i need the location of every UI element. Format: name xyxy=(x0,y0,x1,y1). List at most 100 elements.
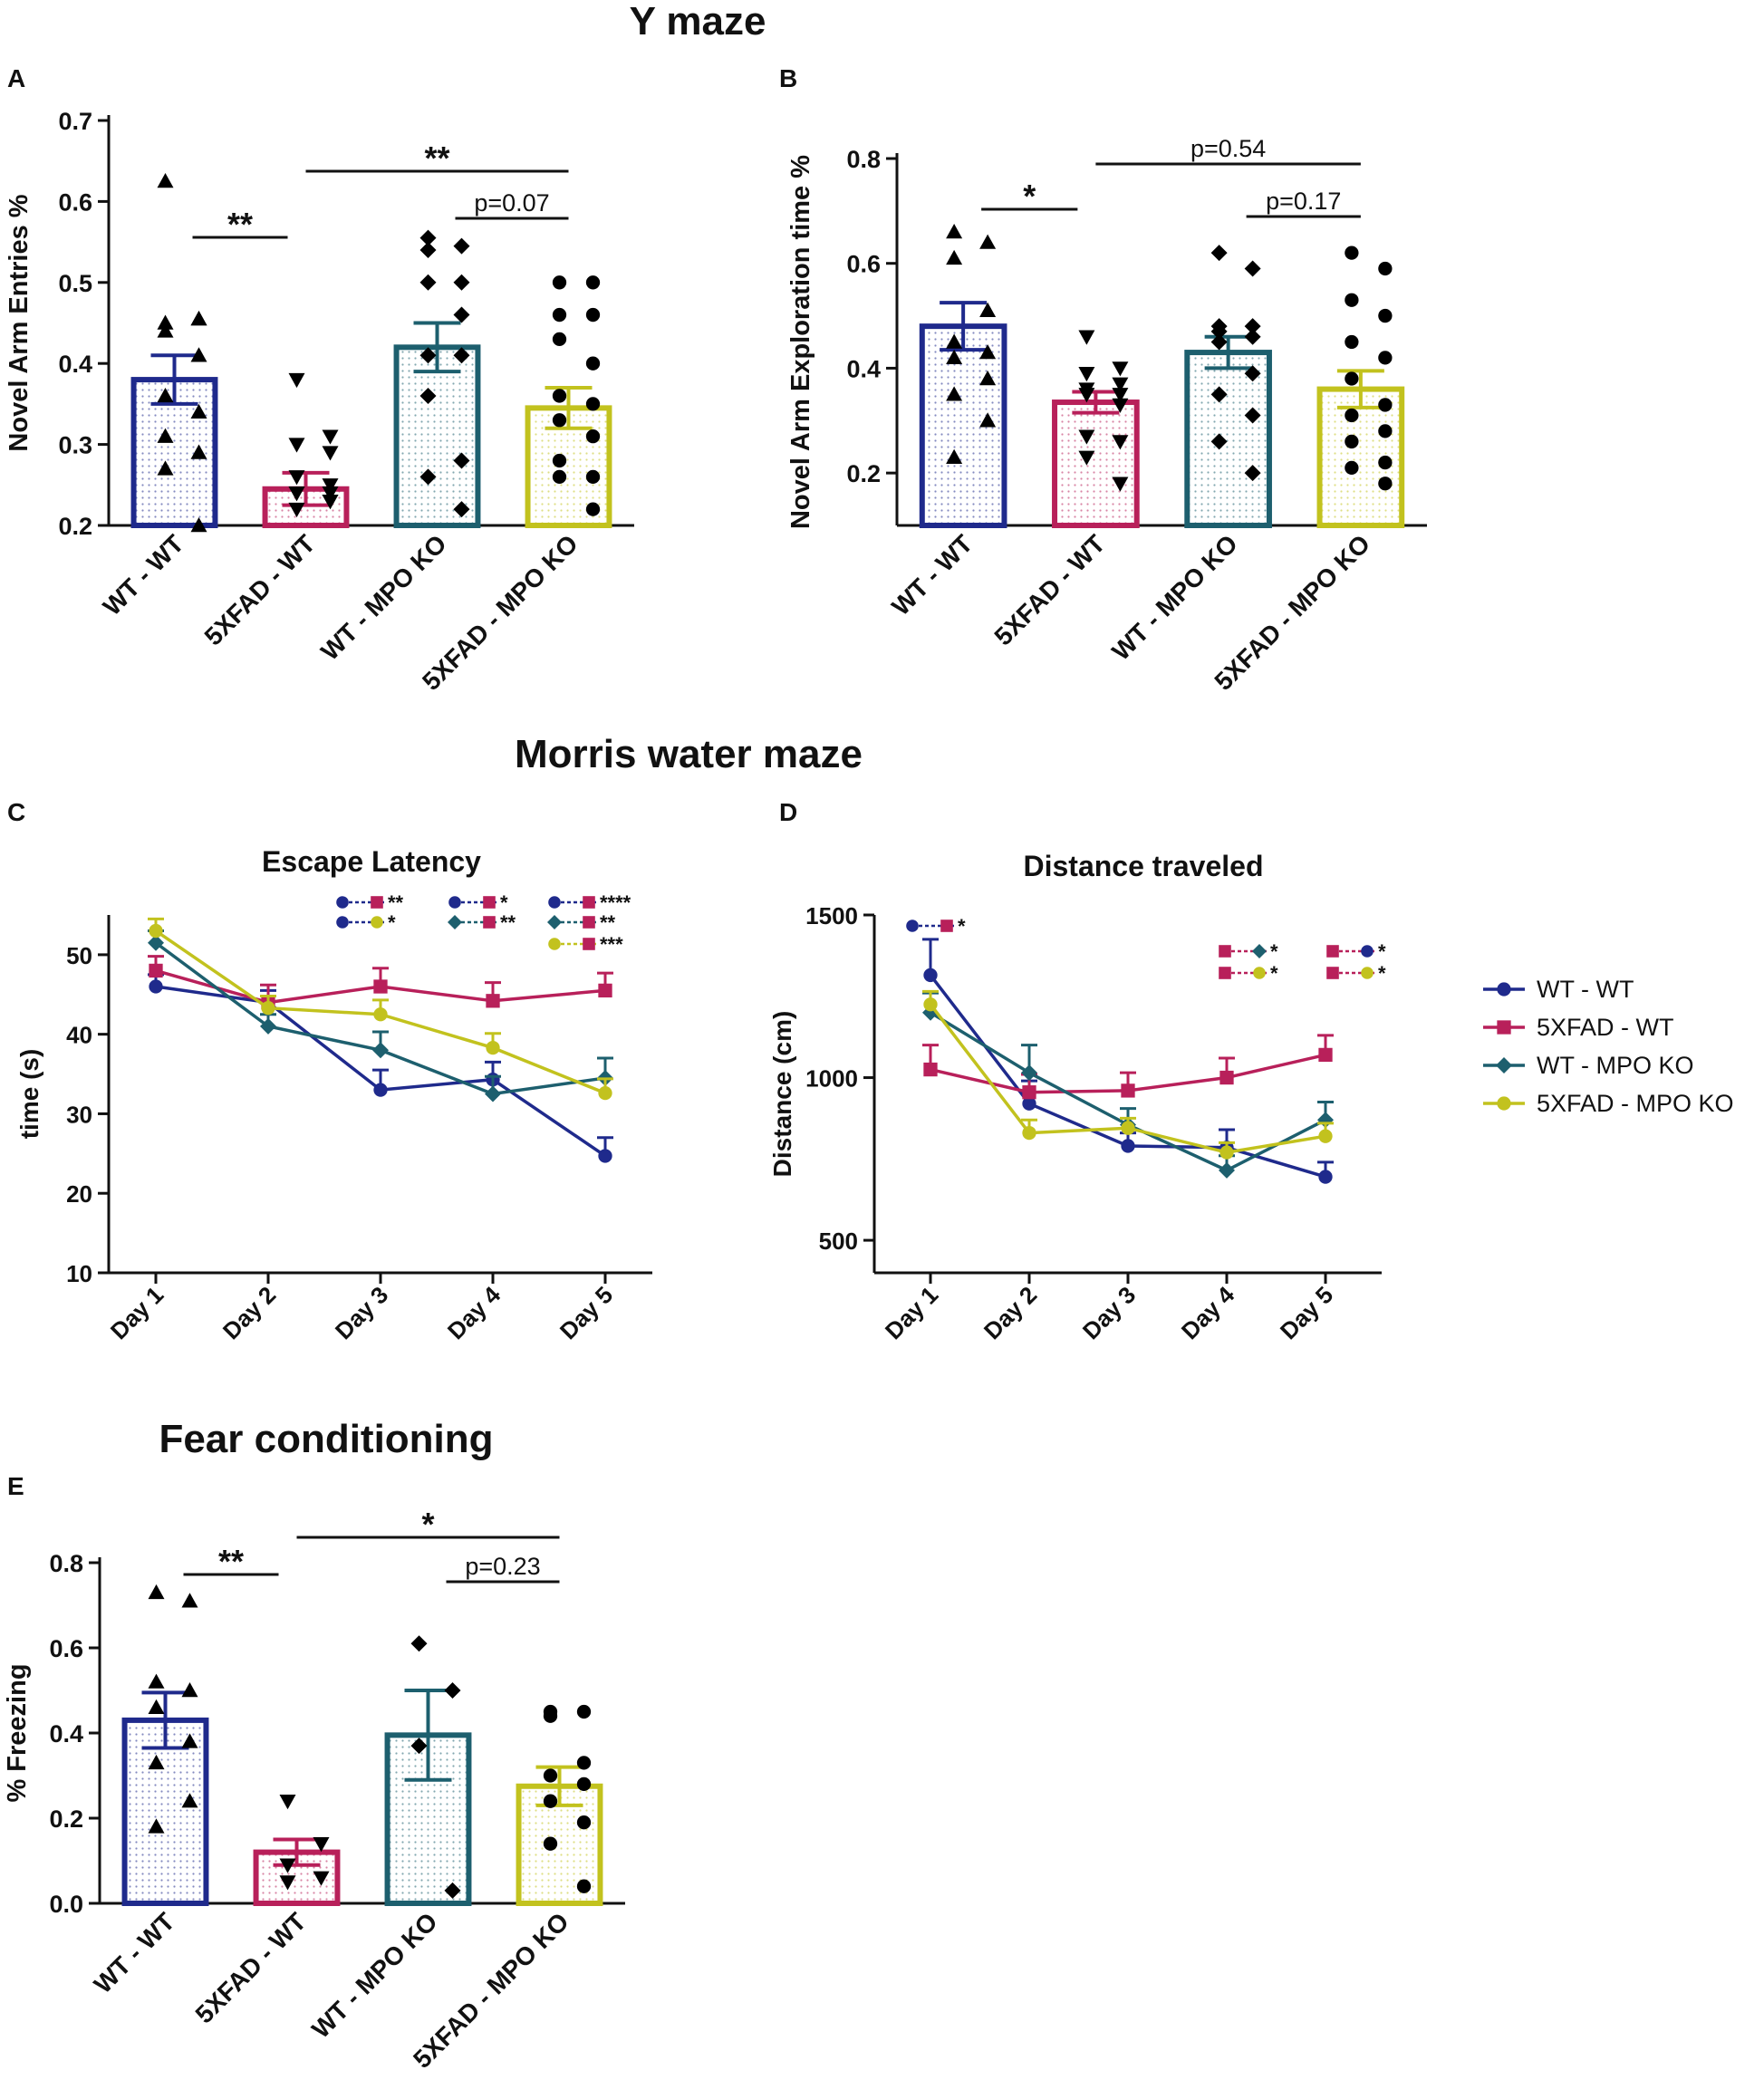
series-point-wt-mpo-ko xyxy=(260,1017,276,1035)
data-point xyxy=(279,1795,296,1810)
series-point-5xfad-wt xyxy=(1121,1083,1135,1098)
data-point xyxy=(1210,333,1228,351)
x-tick-label-wt-wt: WT - WT xyxy=(89,1907,180,1998)
y-tick-label: 0.0 xyxy=(49,1891,83,1918)
data-point xyxy=(453,501,470,518)
data-point xyxy=(1210,433,1228,450)
data-point xyxy=(453,237,470,255)
data-point xyxy=(322,478,339,494)
significance-label: ** xyxy=(424,140,449,177)
y-tick-label: 0.6 xyxy=(58,188,92,216)
legend: WT - WT 5XFAD - WT WT - MPO KO 5XFAD - MPO … xyxy=(1483,976,1734,1117)
y-tick-label: 0.8 xyxy=(846,146,881,173)
data-point xyxy=(148,1818,165,1834)
data-point xyxy=(1210,245,1228,262)
y-tick-label: 1000 xyxy=(805,1065,858,1093)
data-point xyxy=(1112,361,1129,377)
data-point xyxy=(1378,455,1393,470)
significance-marker-wt-mpo-ko xyxy=(547,915,562,929)
x-tick-label-5xfad-wt: 5XFAD - WT xyxy=(988,529,1110,650)
series-point-5xfad-mpo-ko xyxy=(1219,1145,1234,1160)
y-axis-label: Distance (cm) xyxy=(768,1011,796,1178)
data-point xyxy=(1378,398,1393,412)
data-point xyxy=(946,386,963,401)
significance-marker-5xfad-wt xyxy=(583,916,595,929)
x-tick-label-wt-wt: WT - WT xyxy=(98,529,189,621)
significance-label: p=0.17 xyxy=(1266,188,1341,215)
data-point xyxy=(157,173,174,188)
y-axis-label: % Freezing xyxy=(3,1663,32,1802)
significance-marker-5xfad-wt xyxy=(371,896,383,909)
series-point-5xfad-mpo-ko xyxy=(373,1007,388,1022)
data-point xyxy=(1244,260,1261,277)
data-point xyxy=(1345,460,1359,476)
x-tick-label-day-1: Day 1 xyxy=(105,1281,169,1344)
data-point xyxy=(419,468,437,486)
significance-marker-5xfad-wt xyxy=(483,896,496,909)
significance-marker-5xfad-wt xyxy=(1219,967,1231,979)
data-point xyxy=(585,397,601,411)
data-point xyxy=(419,242,437,259)
data-point xyxy=(1244,465,1261,482)
x-tick-label-5xfad-wt: 5XFAD - WT xyxy=(190,1907,312,2028)
legend-label-wt-mpo-ko: WT - MPO KO xyxy=(1537,1052,1694,1079)
data-point xyxy=(1378,424,1393,438)
data-point xyxy=(1112,398,1129,413)
data-point xyxy=(576,1756,592,1770)
y-tick-label: 0.6 xyxy=(49,1635,83,1662)
panel-b-novel-arm-exploration: B 0.2 0.4 0.6 0.8 Novel Arm Exploration time … xyxy=(779,64,1427,696)
data-point xyxy=(552,275,567,290)
series-point-5xfad-wt xyxy=(923,1062,938,1077)
y-tick-label: 50 xyxy=(66,942,92,969)
significance-marker-5xfad-mpo-ko xyxy=(548,938,561,950)
data-point xyxy=(148,1754,165,1770)
series-point-5xfad-mpo-ko xyxy=(1318,1129,1333,1143)
y-tick-label: 0.3 xyxy=(58,432,92,459)
series-point-5xfad-wt xyxy=(1022,1085,1036,1100)
series-point-wt-mpo-ko xyxy=(148,934,164,951)
data-point xyxy=(419,229,437,246)
series-point-5xfad-wt xyxy=(1219,1070,1234,1085)
data-point xyxy=(946,333,963,349)
panel-e-freezing: E 0.0 0.2 0.4 0.6 0.8 % Freezing WT - WT 5XFAD -… xyxy=(3,1472,625,2074)
significance-label: ** xyxy=(218,1543,244,1580)
y-axis-label: Novel Arm Exploration time % xyxy=(786,155,815,529)
data-point xyxy=(322,429,339,445)
data-point xyxy=(585,307,601,323)
y-tick-label: 40 xyxy=(66,1022,92,1049)
bar-wt-wt xyxy=(121,1717,209,1907)
significance-marker-wt-mpo-ko xyxy=(1252,944,1267,958)
data-point xyxy=(322,494,339,510)
data-point xyxy=(1210,386,1228,403)
x-tick-label-day-3: Day 3 xyxy=(330,1281,393,1344)
data-point xyxy=(1345,408,1359,423)
significance-stars: * xyxy=(1270,962,1278,985)
y-tick-label: 1500 xyxy=(805,902,858,929)
panel-letter: C xyxy=(7,798,25,826)
data-point xyxy=(288,470,305,486)
data-point xyxy=(148,1673,165,1689)
data-point xyxy=(1244,407,1261,424)
legend-marker-5xfad-wt xyxy=(1497,1020,1511,1035)
legend-label-5xfad-mpo-ko: 5XFAD - MPO KO xyxy=(1537,1090,1734,1117)
y-tick-label: 20 xyxy=(66,1180,92,1208)
y-tick-label: 0.4 xyxy=(846,355,881,382)
panel-d-distance-traveled: D Distance traveled 500 1000 1500 Distance (c… xyxy=(768,798,1386,1344)
x-tick-label-day-4: Day 4 xyxy=(1176,1281,1240,1345)
y-tick-label: 0.4 xyxy=(58,351,92,378)
data-point xyxy=(1078,429,1095,445)
data-point xyxy=(1112,388,1129,403)
data-point xyxy=(288,438,305,453)
data-point xyxy=(979,234,997,249)
data-point xyxy=(585,469,601,485)
panel-a-novel-arm-entries: A 0.2 0.3 0.4 0.5 0.6 0.7 Novel Arm Entries % WT… xyxy=(5,64,634,696)
significance-label: p=0.23 xyxy=(465,1553,540,1580)
data-point xyxy=(946,448,963,464)
data-point xyxy=(157,314,174,330)
data-point xyxy=(1345,334,1359,350)
legend-label-5xfad-wt: 5XFAD - WT xyxy=(1537,1014,1674,1041)
data-point xyxy=(1378,477,1393,491)
significance-marker-5xfad-wt xyxy=(583,938,595,950)
data-point xyxy=(157,323,174,338)
data-point xyxy=(946,349,963,365)
